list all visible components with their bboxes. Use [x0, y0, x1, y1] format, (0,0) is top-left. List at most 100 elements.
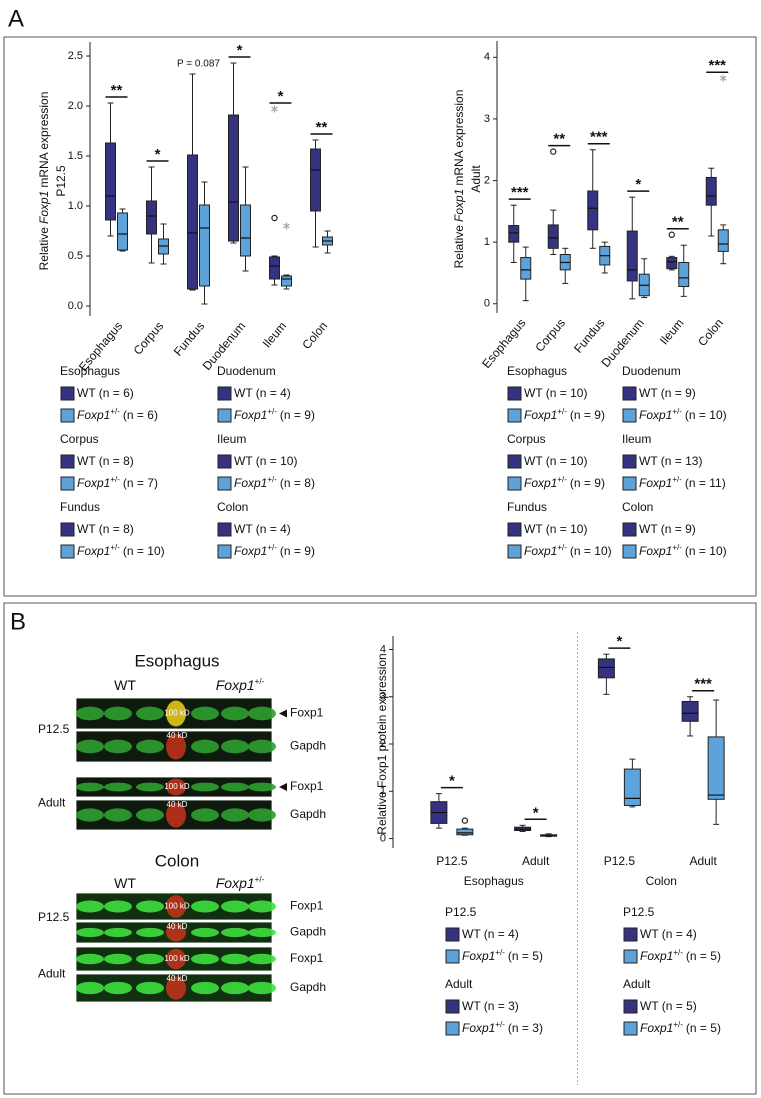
legend-swatch: [507, 454, 522, 469]
significance: *: [278, 88, 284, 105]
label: Foxp1+/- (n = 5): [640, 1020, 721, 1036]
y-tick-label: 0.0: [68, 300, 83, 312]
superscript: +/-: [672, 543, 682, 552]
label-text: (n = 9): [570, 476, 605, 490]
y-tick-label: 2: [380, 738, 386, 750]
x-tick-label: Ileum: [260, 319, 290, 350]
box: [105, 142, 116, 221]
protein-label: Foxp1: [290, 951, 324, 965]
box: [199, 204, 210, 287]
gene-name: Foxp1: [524, 476, 557, 490]
group-label: Colon: [646, 874, 677, 888]
blot-band: [248, 808, 276, 822]
y-tick-label: 1: [380, 785, 386, 797]
blot-band: [136, 953, 164, 965]
blot-band: [104, 808, 132, 822]
y-tick-label: 1.5: [68, 150, 83, 162]
blot-band: [76, 927, 104, 938]
label-text: WT (n = 5): [640, 999, 697, 1013]
legend-swatch: [217, 544, 232, 559]
label: WT (n = 6): [77, 386, 134, 400]
label: WT (n = 4): [640, 927, 697, 941]
label-text: mRNA expression: [452, 90, 466, 186]
label: WT (n = 8): [77, 454, 134, 468]
label-text: Relative: [452, 225, 466, 269]
blot-band: [104, 782, 132, 792]
significance: ***: [590, 129, 608, 146]
blot-band: [248, 927, 276, 938]
x-tick-label: Adult: [522, 854, 550, 868]
legend-swatch: [60, 544, 75, 559]
blot-band: [76, 900, 104, 913]
gene-name: Foxp1: [462, 949, 495, 963]
legend-swatch: [445, 927, 460, 942]
box: [228, 114, 239, 242]
marker-label: 100 kD: [164, 709, 190, 718]
box: [187, 154, 198, 290]
superscript: +/-: [495, 1020, 505, 1029]
blot-band: [221, 900, 249, 913]
label-text: WT (n = 13): [639, 454, 702, 468]
blot-band: [248, 782, 276, 792]
significance: ***: [694, 676, 712, 693]
extreme: [283, 222, 290, 230]
superscript: +/-: [255, 677, 265, 686]
superscript: +/-: [557, 475, 567, 484]
box: [707, 736, 725, 800]
label-text: WT (n = 9): [639, 386, 696, 400]
blot-band: [76, 953, 104, 965]
label: WT: [114, 875, 136, 891]
label: Foxp1+/- (n = 6): [77, 407, 158, 423]
marker-label: 40 kD: [167, 922, 188, 931]
label: Foxp1+/- (n = 9): [524, 475, 605, 491]
arrowhead: [279, 783, 287, 791]
blot-band: [76, 739, 104, 754]
superscript: +/-: [110, 543, 120, 552]
superscript: +/-: [672, 407, 682, 416]
blot-band: [221, 981, 249, 995]
legend-swatch: [507, 544, 522, 559]
ladder: [166, 923, 186, 942]
box: [681, 700, 699, 722]
blot-band: [136, 981, 164, 995]
gene-name: Foxp1: [639, 544, 672, 558]
outlier: [461, 817, 469, 824]
label-text: (n = 10): [685, 544, 727, 558]
blot-band: [221, 927, 249, 938]
label: Foxp1+/-: [216, 677, 265, 693]
x-tick-label: Colon: [695, 316, 726, 349]
legend-title: Duodenum: [217, 364, 276, 378]
x-tick-label: Colon: [299, 319, 330, 352]
ladder: [166, 976, 186, 1000]
blot-band: [104, 706, 132, 721]
label: Foxp1+/- (n = 9): [524, 407, 605, 423]
blot-band: [191, 953, 219, 965]
significance: ***: [511, 184, 529, 201]
gene-name: Foxp1: [216, 875, 255, 891]
box: [587, 190, 599, 231]
superscript: +/-: [673, 1020, 683, 1029]
legend-swatch: [217, 476, 232, 491]
extreme-stroke: [283, 223, 290, 229]
label: WT (n = 13): [639, 454, 702, 468]
box: [269, 256, 280, 280]
box: [508, 225, 520, 243]
outlier: [271, 214, 278, 222]
y-tick-label: 4: [484, 51, 490, 63]
superscript: +/-: [267, 475, 277, 484]
group-label: Esophagus: [464, 874, 524, 888]
legend-swatch: [507, 476, 522, 491]
protein-label: Gapdh: [290, 980, 326, 994]
blot-band: [191, 739, 219, 754]
gene-name: Foxp1: [234, 408, 267, 422]
significance: *: [155, 146, 161, 163]
legend-swatch: [623, 927, 638, 942]
protein-label: Foxp1: [290, 706, 324, 720]
extreme: [271, 105, 278, 113]
legend-swatch: [217, 408, 232, 423]
box: [597, 658, 615, 679]
superscript: +/-: [110, 475, 120, 484]
ladder: [166, 700, 186, 727]
arrowhead: [279, 709, 287, 718]
box: [146, 200, 157, 235]
